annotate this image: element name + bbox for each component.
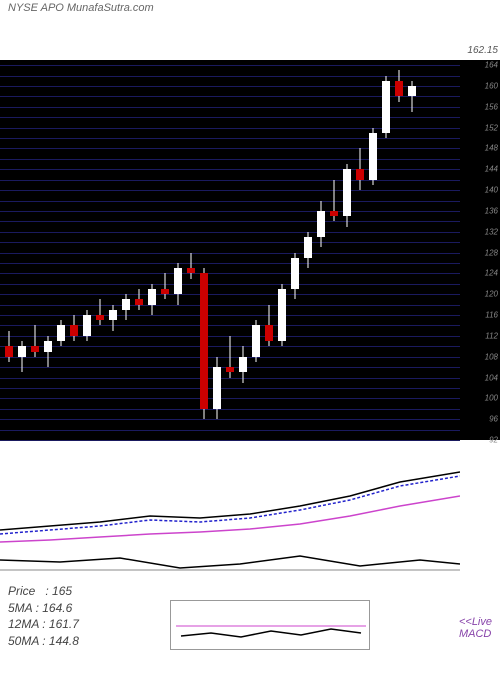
y-axis-label: 144 bbox=[485, 165, 498, 174]
y-axis-label: 112 bbox=[485, 331, 498, 340]
chart-header: NYSE APO MunafaSutra.com bbox=[0, 0, 500, 20]
y-axis-label: 100 bbox=[485, 394, 498, 403]
y-axis-label: 108 bbox=[485, 352, 498, 361]
candlestick-chart: 162.15 929610010410811211612012412813213… bbox=[0, 60, 500, 440]
y-axis-label: 96 bbox=[489, 415, 498, 424]
y-axis-label: 128 bbox=[485, 248, 498, 257]
y-axis-label: 156 bbox=[485, 102, 498, 111]
current-price-label: 162.15 bbox=[467, 45, 498, 56]
gridline bbox=[0, 440, 460, 441]
y-axis-label: 132 bbox=[485, 227, 498, 236]
y-axis-label: 136 bbox=[485, 206, 498, 215]
macd-live-label: <<Live MACD bbox=[459, 616, 492, 640]
ticker-source-label: NYSE APO MunafaSutra.com bbox=[8, 2, 154, 14]
y-axis-label: 140 bbox=[485, 186, 498, 195]
macd-inset-box bbox=[170, 600, 370, 650]
y-axis-label: 116 bbox=[485, 311, 498, 320]
indicator-panel: Price : 165 5MA : 164.6 12MA : 161.7 50M… bbox=[0, 460, 500, 660]
y-axis-label: 148 bbox=[485, 144, 498, 153]
price-stat: Price : 165 bbox=[8, 583, 79, 600]
y-axis-label: 164 bbox=[485, 61, 498, 70]
ma12-stat: 12MA : 161.7 bbox=[8, 616, 79, 633]
y-axis-label: 120 bbox=[485, 290, 498, 299]
y-axis-label: 160 bbox=[485, 82, 498, 91]
y-axis-label: 104 bbox=[485, 373, 498, 382]
candle-container bbox=[0, 60, 460, 440]
y-axis-label: 92 bbox=[489, 436, 498, 445]
ma5-stat: 5MA : 164.6 bbox=[8, 600, 79, 617]
macd-inset-chart bbox=[171, 601, 371, 651]
y-axis-label: 152 bbox=[485, 123, 498, 132]
ma50-stat: 50MA : 144.8 bbox=[8, 633, 79, 650]
y-axis-label: 124 bbox=[485, 269, 498, 278]
stats-readout: Price : 165 5MA : 164.6 12MA : 161.7 50M… bbox=[8, 583, 79, 650]
y-axis-labels: 9296100104108112116120124128132136140144… bbox=[460, 60, 500, 440]
